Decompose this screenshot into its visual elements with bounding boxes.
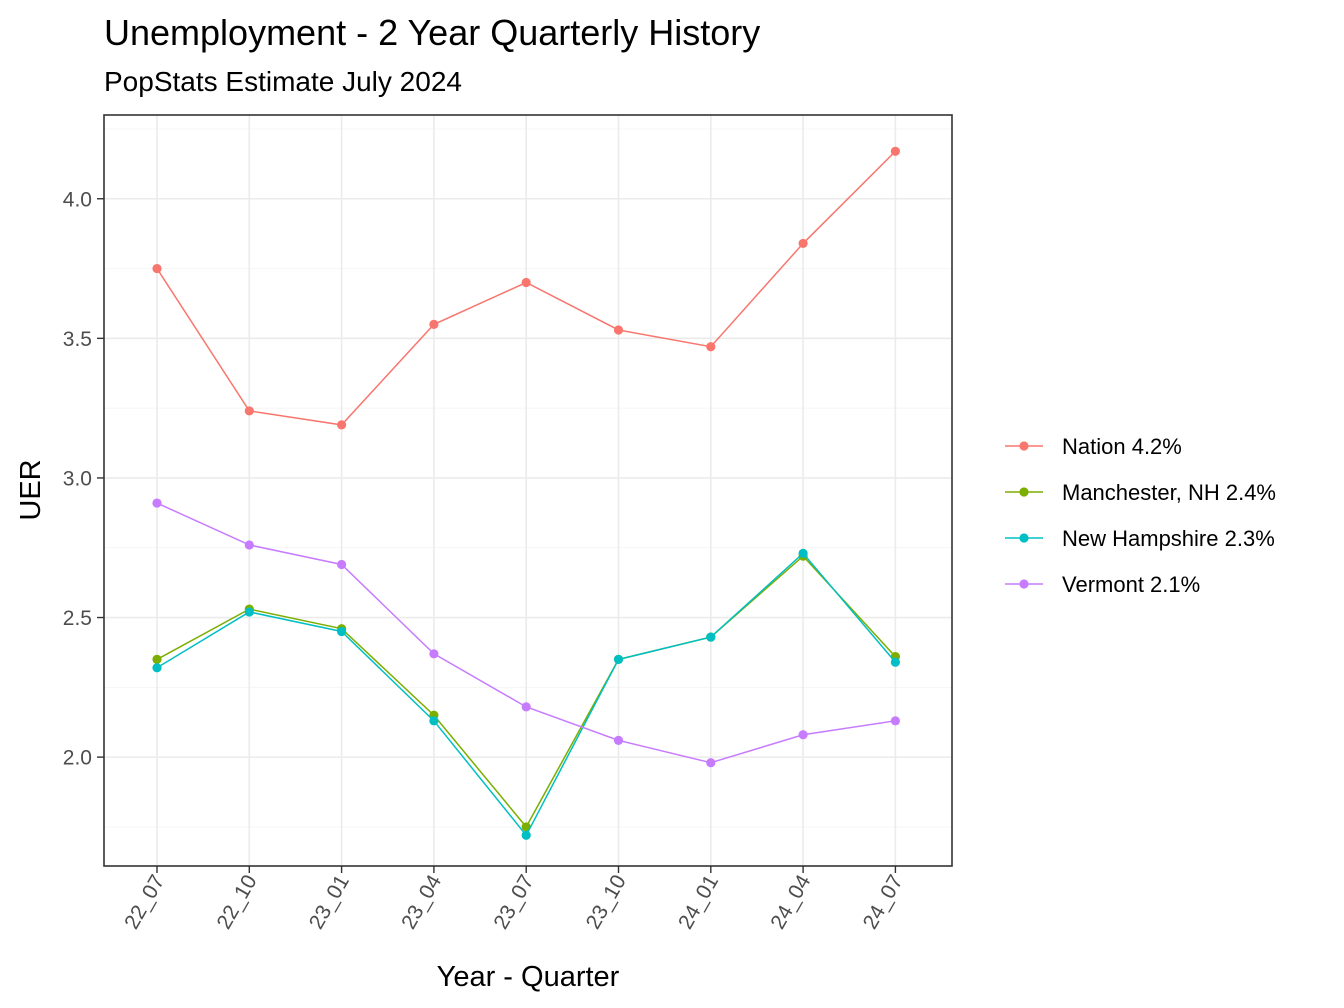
data-point [798,548,808,558]
legend-item: Nation 4.2% [1005,434,1182,459]
y-tick-label: 3.5 [63,328,92,351]
axes: 2.0 2.5 3.0 3.5 4.0 22_07 22_10 23_01 23_04 23_07… [63,188,908,933]
chart-subtitle: PopStats Estimate July 2024 [104,66,462,97]
data-point [337,559,347,570]
legend-label: New Hampshire 2.3% [1062,526,1275,551]
x-tick-label: 23_01 [305,871,354,933]
data-point [613,325,624,335]
y-tick-label: 3.0 [63,467,92,490]
x-tick-label: 22_07 [120,871,169,933]
x-tick-label: 23_04 [397,871,446,933]
data-point [152,498,162,508]
legend-item: New Hampshire 2.3% [1005,526,1275,551]
data-point [244,540,254,550]
data-point [798,238,808,249]
grid [104,115,952,866]
x-axis-title: Year - Quarter [437,961,620,993]
data-point [152,263,162,274]
data-point [152,654,162,665]
y-tick-label: 4.0 [63,188,92,211]
data-point [890,657,901,667]
x-tick-label: 23_07 [489,871,538,933]
legend-label: Manchester, NH 2.4% [1062,480,1276,505]
plot-panel-border [103,114,953,867]
data-point [521,830,531,840]
series-3 [152,498,901,768]
legend-marker [1019,579,1029,589]
y-tick-label: 2.5 [63,607,92,630]
x-tick-label: 24_04 [766,871,815,933]
legend-item: Vermont 2.1% [1005,572,1200,597]
legend-label: Nation 4.2% [1062,434,1182,459]
data-point [798,730,808,740]
x-tick-label: 24_07 [859,871,908,933]
series-layer [152,146,901,840]
x-tick-label: 24_01 [674,871,723,933]
chart-title: Unemployment - 2 Year Quarterly History [104,12,760,53]
series-2 [152,548,901,840]
y-tick-label: 2.0 [63,747,92,770]
data-point [890,146,901,156]
data-point [706,632,716,642]
legend-marker [1019,441,1029,451]
x-tick-label: 23_10 [582,871,631,933]
data-point [613,654,624,665]
data-point [521,277,531,288]
data-point [152,663,162,673]
data-point [890,716,901,726]
data-point [706,758,716,768]
data-point [337,420,347,430]
series-0 [152,146,901,430]
data-point [429,716,439,726]
legend-marker [1019,487,1029,497]
data-point [521,702,531,712]
data-point [429,649,439,659]
data-point [337,626,347,637]
data-point [429,319,439,329]
data-point [244,607,254,617]
legend: Nation 4.2% Manchester, NH 2.4% New Hampsh… [1005,434,1276,597]
data-point [244,406,254,416]
legend-item: Manchester, NH 2.4% [1005,480,1276,505]
data-point [706,342,716,352]
y-axis-title: UER [15,459,47,520]
data-point [613,735,624,745]
x-tick-label: 22_10 [213,871,262,933]
legend-label: Vermont 2.1% [1062,572,1200,597]
data-point [521,822,531,832]
legend-marker [1019,533,1029,543]
